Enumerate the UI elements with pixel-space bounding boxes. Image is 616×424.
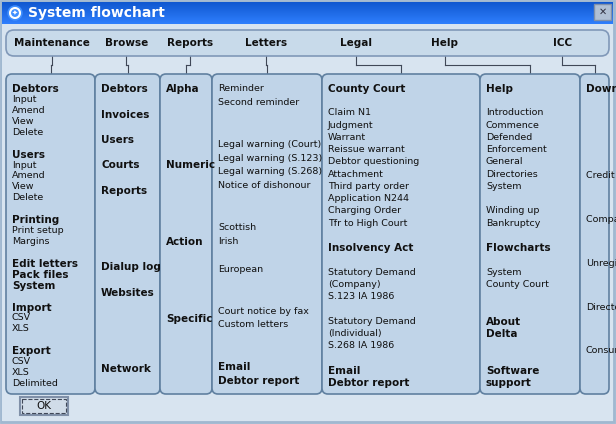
Text: Import: Import [12,303,52,312]
Text: Maintenance: Maintenance [14,38,91,48]
Bar [2,8,613,9]
Text: Insolvency Act: Insolvency Act [328,243,413,253]
Bar [2,11,613,12]
Text: Letters: Letters [245,38,287,48]
Text: Users: Users [101,135,134,145]
Text: Email: Email [328,365,360,376]
Text: Delete: Delete [12,128,43,137]
Bar [2,19,613,20]
Text: Judgment: Judgment [328,121,374,130]
Text: Charging Order: Charging Order [328,206,401,215]
Text: Invoices: Invoices [101,109,149,120]
Bar [2,22,613,23]
Text: Legal warning (S.268): Legal warning (S.268) [218,167,322,176]
Circle shape [8,6,22,20]
Text: View: View [12,182,34,191]
Text: Irish: Irish [218,237,238,246]
Text: Tfr to High Court: Tfr to High Court [328,219,407,228]
Text: Debtors: Debtors [12,84,59,94]
FancyBboxPatch shape [20,397,68,415]
Text: S.268 IA 1986: S.268 IA 1986 [328,341,394,350]
Text: Winding up: Winding up [486,206,540,215]
Text: Websites: Websites [101,288,155,298]
Text: Input: Input [12,95,36,104]
Bar [2,6,613,7]
Text: Company search: Company search [586,215,616,224]
Text: CSV: CSV [12,357,31,366]
Text: Help: Help [431,38,458,48]
Bar [2,4,613,5]
Bar [2,3,613,4]
Text: (Company): (Company) [328,280,381,289]
Text: Help: Help [486,84,513,94]
Text: Credit report: Credit report [586,171,616,181]
Text: ICC: ICC [553,38,572,48]
Text: Software: Software [486,365,540,376]
Text: Consumer: Consumer [586,346,616,355]
Text: Amend: Amend [12,106,46,115]
Text: Attachment: Attachment [328,170,384,179]
Text: ✕: ✕ [598,7,607,17]
Bar [2,13,613,14]
Text: Reports: Reports [167,38,213,48]
FancyBboxPatch shape [6,30,609,56]
Text: Directories: Directories [486,170,538,179]
Bar [2,2,613,24]
Text: Delta: Delta [486,329,517,339]
Text: Alpha: Alpha [166,84,200,94]
Text: Download: Download [586,84,616,94]
Text: Margins: Margins [12,237,49,246]
Bar [2,5,613,6]
Text: Bankruptcy: Bankruptcy [486,219,540,228]
Text: System flowchart: System flowchart [28,6,165,20]
FancyBboxPatch shape [322,74,480,394]
Bar [2,18,613,19]
FancyBboxPatch shape [6,74,95,394]
Bar [2,7,613,8]
FancyBboxPatch shape [580,74,609,394]
Text: Input: Input [12,161,36,170]
Text: Printing: Printing [12,215,59,225]
Text: Warrant: Warrant [328,133,366,142]
Text: Statutory Demand: Statutory Demand [328,317,416,326]
Text: Defended: Defended [486,133,532,142]
Text: Browse: Browse [105,38,148,48]
Text: Edit letters: Edit letters [12,259,78,269]
Text: Enforcement: Enforcement [486,145,547,154]
Text: Reminder: Reminder [218,84,264,93]
Text: XLS: XLS [12,324,30,333]
Text: Introduction: Introduction [486,109,543,117]
Bar [2,20,613,21]
Bar [2,14,613,15]
Bar [2,23,613,24]
Text: Third party order: Third party order [328,182,409,191]
Text: System: System [486,268,522,276]
Text: Debtors: Debtors [101,84,148,94]
Text: support: support [486,378,532,388]
Text: System: System [486,182,522,191]
Text: Email: Email [218,362,250,372]
Text: Action: Action [166,237,203,247]
Text: CSV: CSV [12,313,31,323]
Bar [2,2,613,3]
Text: Dialup log: Dialup log [101,262,161,273]
Text: Users: Users [12,150,45,159]
Text: County Court: County Court [486,280,549,289]
FancyBboxPatch shape [160,74,212,394]
FancyBboxPatch shape [480,74,580,394]
Text: Commence: Commence [486,121,540,130]
Text: Debtor report: Debtor report [218,376,299,386]
Text: S.123 IA 1986: S.123 IA 1986 [328,292,394,301]
Text: OK: OK [36,401,52,411]
Text: Unregistered: Unregistered [586,259,616,268]
Text: Custom letters: Custom letters [218,321,288,329]
Text: Print setup: Print setup [12,226,63,235]
Bar [2,21,613,22]
Text: Legal warning (S.123): Legal warning (S.123) [218,153,322,162]
Text: (Individual): (Individual) [328,329,382,338]
Bar [2,12,613,13]
Text: About: About [486,317,521,326]
Text: Flowcharts: Flowcharts [486,243,551,253]
Text: Court notice by fax: Court notice by fax [218,307,309,315]
